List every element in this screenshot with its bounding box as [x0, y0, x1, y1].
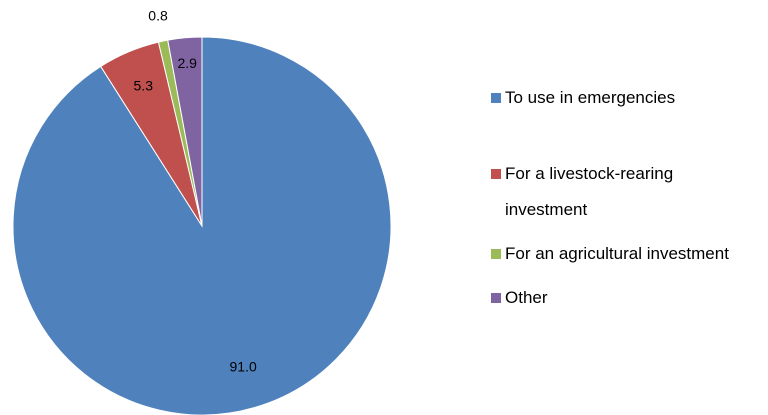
legend-swatch: [491, 249, 501, 259]
data-label: 2.9: [177, 55, 197, 71]
data-label: 91.0: [230, 358, 257, 374]
legend-entry: Other: [490, 280, 760, 316]
chart: 91.0 5.3 0.8 2.9: [12, 8, 392, 415]
legend-entry: For an agricultural investment: [490, 236, 760, 272]
legend-swatch: [491, 293, 501, 303]
legend: To use in emergencies For a livestock-rea…: [490, 80, 760, 316]
legend-swatch: [491, 93, 501, 103]
data-label: 0.8: [148, 8, 168, 24]
legend-label: For an agricultural investment: [505, 244, 729, 263]
legend-entry: To use in emergencies: [490, 80, 760, 116]
legend-entry: For a livestock-rearing investment: [490, 156, 760, 228]
legend-label: Other: [505, 288, 548, 307]
legend-label: For a livestock-rearing investment: [505, 164, 674, 219]
legend-label: To use in emergencies: [505, 88, 676, 107]
pie-slice: [167, 36, 203, 227]
data-label: 5.3: [134, 77, 154, 93]
legend-swatch: [491, 169, 501, 179]
